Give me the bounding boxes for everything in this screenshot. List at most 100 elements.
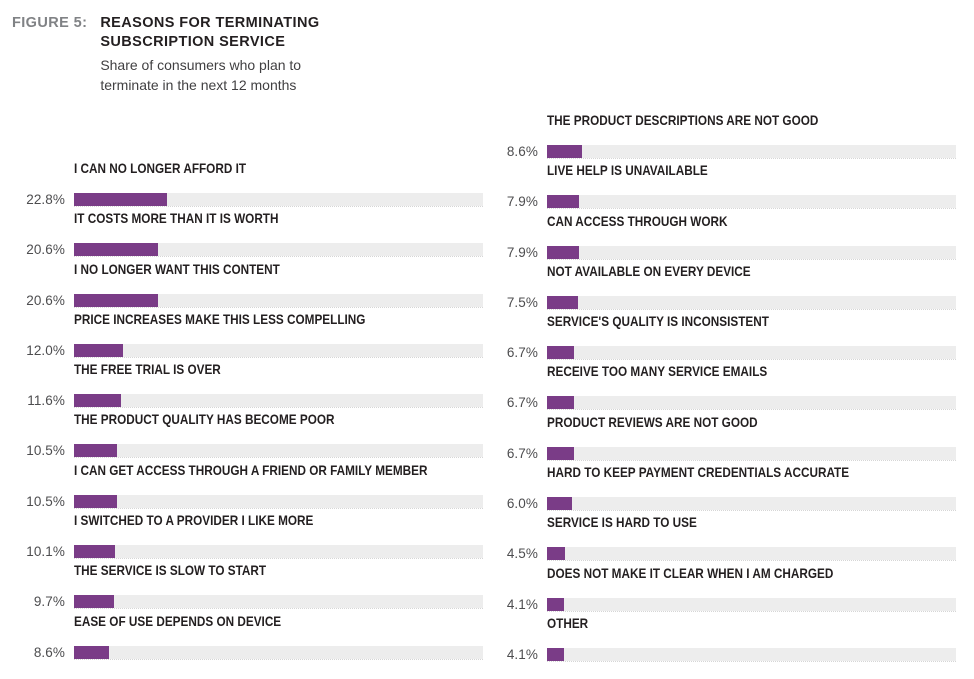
category-label: LIVE HELP IS UNAVAILABLE — [547, 162, 708, 179]
bar-row: SERVICE IS HARD TO USE 4.5% — [483, 515, 956, 565]
category-label: THE SERVICE IS SLOW TO START — [74, 562, 267, 579]
value-label: 20.6% — [26, 242, 65, 258]
value-label: 9.7% — [33, 594, 65, 610]
bar — [547, 145, 583, 158]
bar — [74, 243, 159, 257]
bar-row: OTHER 4.1% — [483, 614, 956, 666]
value-label: 7.9% — [506, 194, 538, 210]
bar — [547, 497, 572, 511]
value-label: 6.7% — [506, 445, 538, 461]
bar-row: I CAN NO LONGER AFFORD IT 22.8% — [10, 161, 483, 211]
bar-track — [74, 494, 483, 509]
category-label: PRICE INCREASES MAKE THIS LESS COMPELLIN… — [74, 310, 366, 327]
bar-row: EASE OF USE DEPENDS ON DEVICE 8.6% — [10, 612, 483, 664]
chart-header: FIGURE 5: REASONS FOR TERMINATING SUBSCR… — [12, 14, 320, 95]
bar-track — [74, 645, 483, 660]
bar — [547, 647, 564, 661]
value-label: 6.7% — [506, 395, 538, 411]
value-label: 8.6% — [506, 144, 538, 159]
value-label: 6.0% — [506, 496, 538, 512]
category-label: THE FREE TRIAL IS OVER — [74, 361, 221, 378]
chart-title-line-1: REASONS FOR TERMINATING — [100, 15, 320, 31]
bar-row: IT COSTS MORE THAN IT IS WORTH 20.6% — [10, 211, 483, 261]
bar — [74, 394, 122, 408]
bar-row: SERVICE'S QUALITY IS INCONSISTENT 6.7% — [483, 314, 956, 364]
category-label: PRODUCT REVIEWS ARE NOT GOOD — [547, 413, 758, 430]
value-label: 11.6% — [27, 393, 65, 409]
value-label: 4.1% — [506, 596, 538, 612]
value-label: 6.7% — [506, 345, 538, 361]
bar-row: THE SERVICE IS SLOW TO START 9.7% — [10, 563, 483, 613]
value-label: 7.9% — [506, 244, 538, 260]
bar-track — [547, 145, 956, 159]
bar-row: NOT AVAILABLE ON EVERY DEVICE 7.5% — [483, 263, 956, 314]
chart-subtitle-line-2: terminate in the next 12 months — [100, 77, 297, 93]
bar-track — [74, 444, 483, 459]
bar-track — [74, 545, 483, 560]
bar — [547, 446, 575, 460]
bar-row: RECEIVE TOO MANY SERVICE EMAILS 6.7% — [483, 364, 956, 414]
bar-track — [547, 647, 956, 662]
category-label: DOES NOT MAKE IT CLEAR WHEN I AM CHARGED — [547, 564, 834, 581]
value-label: 20.6% — [26, 292, 65, 308]
bar-track — [74, 293, 483, 308]
bar-row: THE PRODUCT DESCRIPTIONS ARE NOT GOOD 8.6… — [483, 113, 956, 163]
bar — [74, 343, 124, 357]
bar-track — [547, 346, 956, 361]
chart-title-line-2: SUBSCRIPTION SERVICE — [100, 34, 286, 50]
value-label: 10.5% — [26, 443, 65, 459]
category-label: I SWITCHED TO A PROVIDER I LIKE MORE — [74, 512, 314, 529]
value-label: 4.1% — [506, 646, 538, 662]
bar-track — [547, 547, 956, 562]
value-label: 10.5% — [26, 493, 65, 509]
bar-track — [74, 193, 483, 207]
category-label: I CAN NO LONGER AFFORD IT — [74, 160, 247, 176]
bar-track — [547, 497, 956, 512]
bar-row: DOES NOT MAKE IT CLEAR WHEN I AM CHARGED… — [483, 564, 956, 616]
bar — [74, 595, 114, 609]
category-label: IT COSTS MORE THAN IT IS WORTH — [74, 210, 279, 227]
bar-row: PRICE INCREASES MAKE THIS LESS COMPELLIN… — [10, 310, 483, 362]
bar — [547, 396, 575, 410]
bar-row: CAN ACCESS THROUGH WORK 7.9% — [483, 212, 956, 264]
bar-row: I CAN GET ACCESS THROUGH A FRIEND OR FAM… — [10, 462, 483, 513]
value-label: 10.1% — [26, 544, 65, 560]
category-label: THE PRODUCT QUALITY HAS BECOME POOR — [74, 411, 335, 428]
bar — [547, 195, 580, 209]
bar — [547, 346, 575, 360]
bar — [74, 444, 117, 458]
category-label: SERVICE IS HARD TO USE — [547, 514, 697, 531]
category-label: SERVICE'S QUALITY IS INCONSISTENT — [547, 313, 769, 330]
value-label: 7.5% — [506, 294, 538, 310]
category-label: I NO LONGER WANT THIS CONTENT — [74, 260, 280, 277]
bar-row: PRODUCT REVIEWS ARE NOT GOOD 6.7% — [483, 413, 956, 465]
value-label: 12.0% — [26, 342, 65, 358]
category-label: RECEIVE TOO MANY SERVICE EMAILS — [547, 363, 768, 380]
bar-track — [547, 295, 956, 310]
bar-row: LIVE HELP IS UNAVAILABLE 7.9% — [483, 163, 956, 213]
title-block: REASONS FOR TERMINATING SUBSCRIPTION SER… — [100, 14, 319, 95]
category-label: CAN ACCESS THROUGH WORK — [547, 212, 728, 229]
bar-row: HARD TO KEEP PAYMENT CREDENTIALS ACCURAT… — [483, 465, 956, 515]
bar-track — [547, 245, 956, 260]
bar — [547, 245, 580, 259]
bar — [74, 293, 159, 307]
bar — [74, 193, 168, 206]
left-column: I CAN NO LONGER AFFORD IT 22.8% IT COSTS M… — [10, 161, 483, 664]
figure-label: FIGURE 5: — [12, 15, 88, 31]
bar — [74, 545, 116, 559]
bar-track — [74, 394, 483, 409]
bar-track — [547, 446, 956, 461]
value-label: 22.8% — [26, 192, 65, 207]
category-label: OTHER — [547, 614, 589, 631]
bar — [74, 645, 110, 659]
bar-track — [547, 597, 956, 612]
bar-track — [547, 195, 956, 210]
value-label: 8.6% — [33, 644, 65, 660]
bar-track — [74, 243, 483, 258]
category-label: EASE OF USE DEPENDS ON DEVICE — [74, 612, 282, 629]
bar-row: I NO LONGER WANT THIS CONTENT 20.6% — [10, 260, 483, 312]
bar-row: THE PRODUCT QUALITY HAS BECOME POOR 10.5% — [10, 412, 483, 462]
right-column: THE PRODUCT DESCRIPTIONS ARE NOT GOOD 8.6… — [483, 113, 956, 666]
